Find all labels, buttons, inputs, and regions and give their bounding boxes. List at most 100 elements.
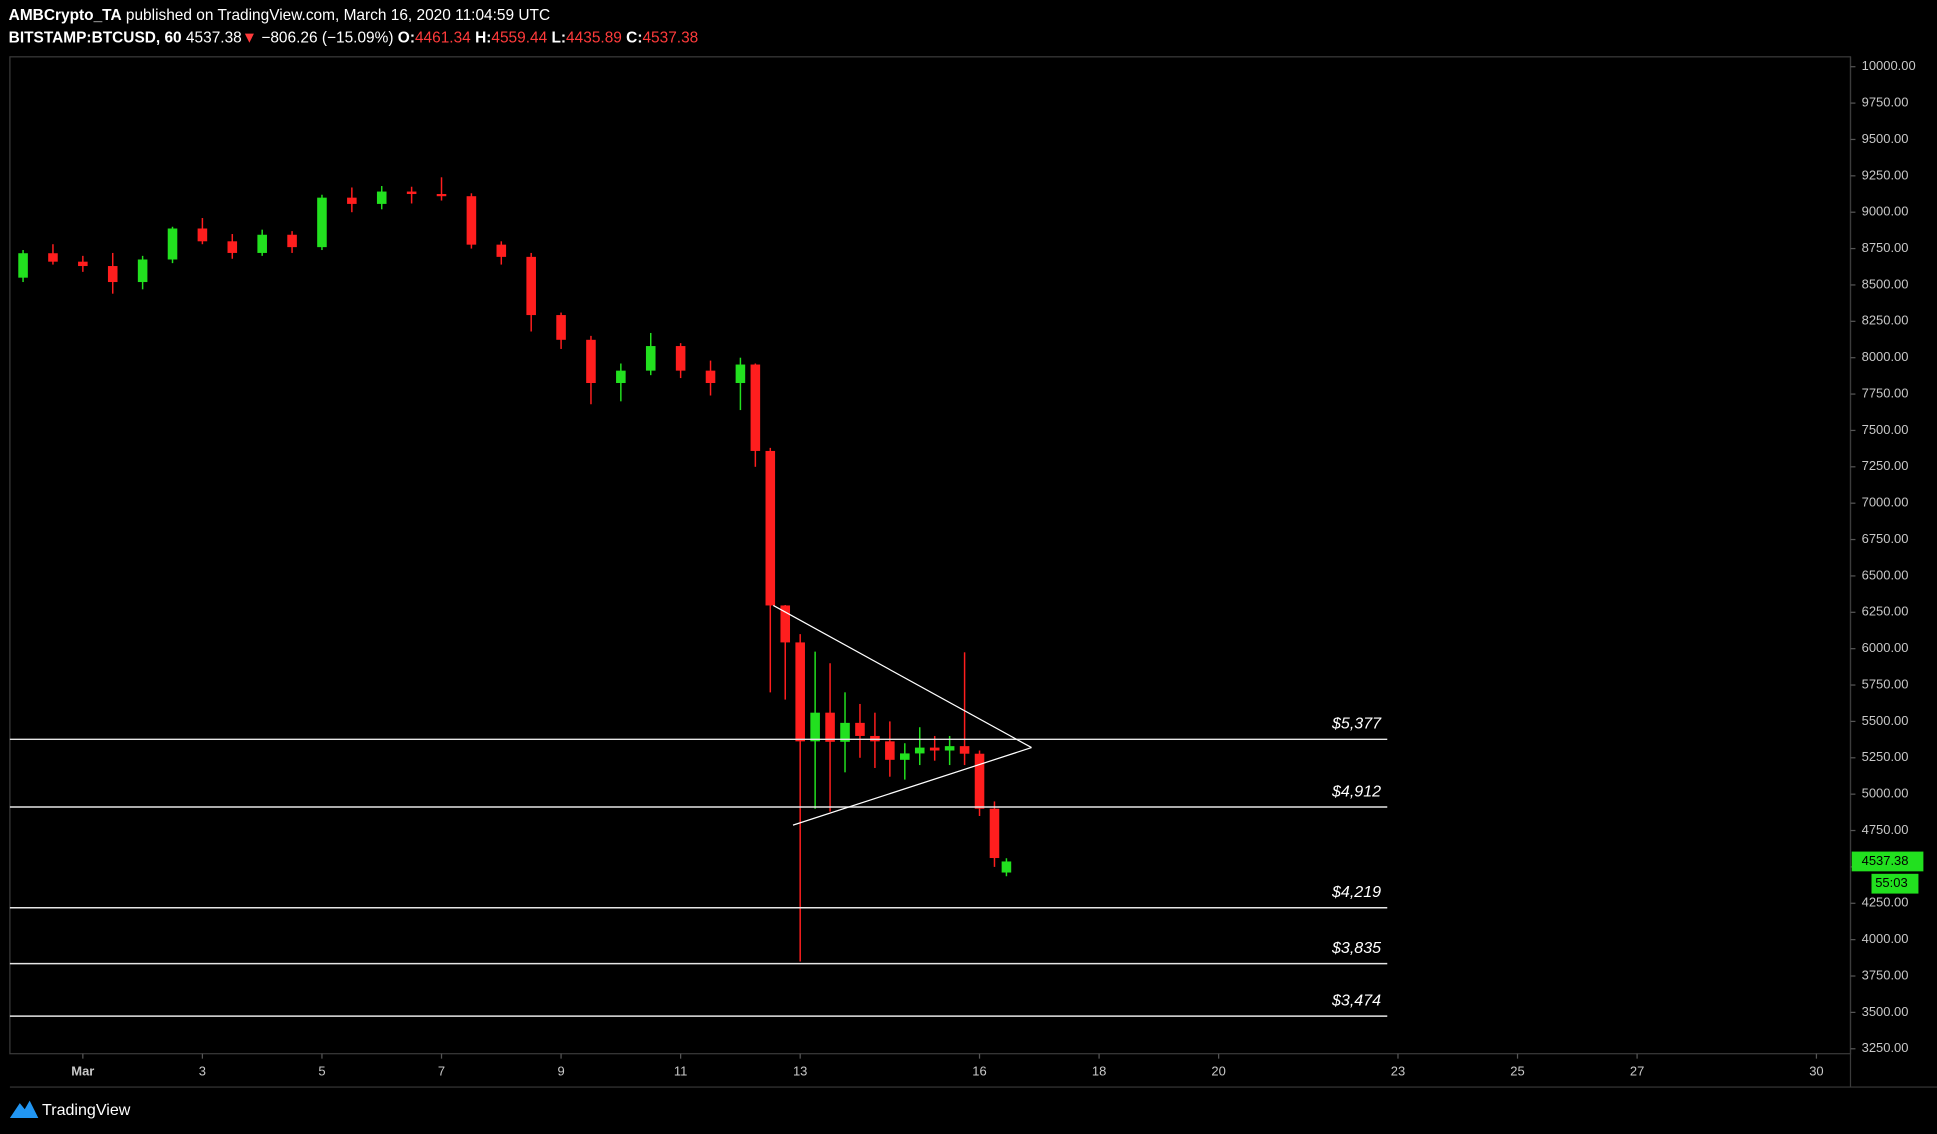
y-tick-label: 6000.00	[1862, 640, 1909, 655]
x-tick-label: 25	[1510, 1064, 1524, 1079]
candle-body	[586, 339, 596, 384]
price-tag	[1851, 851, 1924, 872]
candle-body	[257, 234, 267, 253]
candle-body	[750, 364, 761, 451]
candle-body	[167, 228, 178, 260]
y-tick-label: 7250.00	[1862, 458, 1909, 473]
trendline	[792, 747, 1032, 826]
candle-body	[227, 241, 238, 253]
candle-body	[556, 315, 566, 340]
candle-body	[137, 259, 148, 283]
candle-body	[944, 746, 955, 751]
candle-body	[780, 605, 791, 643]
x-tick-label: 30	[1809, 1064, 1823, 1079]
y-tick-label: 9000.00	[1862, 204, 1909, 219]
high-label: H:	[475, 29, 491, 46]
x-tick-label: 20	[1211, 1064, 1225, 1079]
close-label: C:	[626, 29, 642, 46]
y-tick-label: 7000.00	[1862, 495, 1909, 510]
candle-body	[900, 753, 910, 760]
y-tick-label: 6500.00	[1862, 567, 1909, 582]
candle-body	[496, 244, 507, 257]
open: 4461.34	[415, 29, 471, 46]
candle-body	[616, 370, 626, 384]
y-tick-label: 10000.00	[1862, 58, 1916, 73]
open-label: O:	[398, 29, 415, 46]
level-label: $4,219	[1331, 883, 1381, 901]
x-tick-label: 13	[793, 1064, 807, 1079]
y-tick-label: 7500.00	[1862, 422, 1909, 437]
candles	[18, 177, 1012, 962]
y-tick-label: 6750.00	[1862, 531, 1909, 546]
candle-body	[526, 256, 536, 316]
y-tick-label: 8250.00	[1862, 313, 1909, 328]
change-arrow: ▼	[242, 29, 257, 46]
low-label: L:	[551, 29, 566, 46]
candle-body	[197, 228, 208, 242]
low: 4435.89	[566, 29, 622, 46]
x-tick-label: 27	[1630, 1064, 1644, 1079]
candle-body	[376, 191, 387, 204]
y-tick-label: 3250.00	[1862, 1040, 1909, 1055]
y-tick-label: 9750.00	[1862, 95, 1909, 110]
candle-body	[107, 266, 118, 283]
candle-body	[914, 747, 925, 754]
symbol-line: BITSTAMP:BTCUSD, 60 4537.38▼ −806.26 (−1…	[9, 29, 699, 46]
level-label: $4,912	[1331, 782, 1381, 800]
y-tick-label: 3750.00	[1862, 967, 1909, 982]
high: 4559.44	[491, 29, 547, 46]
y-tick-label: 5250.00	[1862, 749, 1909, 764]
level-label: $3,835	[1331, 939, 1381, 957]
candle-body	[989, 808, 1000, 859]
symbol: BITSTAMP:BTCUSD, 60	[9, 29, 182, 46]
candle-body	[436, 194, 447, 197]
y-tick-label: 8000.00	[1862, 349, 1909, 364]
y-tick-label: 4750.00	[1862, 822, 1909, 837]
y-tick-label: 6250.00	[1862, 604, 1909, 619]
candle-body	[675, 346, 686, 371]
candle-body	[855, 722, 865, 736]
candle-body	[466, 196, 477, 245]
candle-body	[317, 197, 327, 248]
candle-body	[78, 261, 88, 267]
y-tick-label: 5750.00	[1862, 676, 1909, 691]
candle-body	[765, 450, 776, 606]
publish-line: AMBCrypto_TA published on TradingView.co…	[9, 7, 550, 24]
logo-shape	[9, 1100, 39, 1118]
x-tick-label: 16	[972, 1064, 986, 1079]
y-tick-label: 5000.00	[1862, 786, 1909, 801]
candle-body	[705, 370, 716, 384]
y-tick-label: 7750.00	[1862, 385, 1909, 400]
candle-body	[885, 741, 895, 760]
y-tick-label: 4250.00	[1862, 895, 1909, 910]
x-tick-label: 23	[1391, 1064, 1405, 1079]
level-label: $5,377	[1331, 715, 1382, 733]
x-tick-label: 3	[199, 1064, 206, 1079]
price-tag-label: 4537.38	[1862, 853, 1909, 868]
y-tick-label: 5500.00	[1862, 713, 1909, 728]
timer-tag	[1871, 873, 1919, 894]
trendline	[772, 604, 1032, 749]
candle-body	[287, 234, 297, 248]
x-tick-label: Mar	[71, 1064, 94, 1079]
candle-body	[645, 346, 656, 371]
level-label: $3,474	[1331, 992, 1381, 1010]
candle-body	[1001, 861, 1012, 873]
candle-body	[840, 722, 850, 742]
y-tick-label: 8500.00	[1862, 276, 1909, 291]
candle-body	[959, 746, 970, 754]
x-tick-label: 11	[674, 1064, 687, 1079]
x-tick-label: 9	[557, 1064, 564, 1079]
y-tick-label: 9500.00	[1862, 131, 1909, 146]
x-tick-label: 5	[318, 1064, 325, 1079]
close: 4537.38	[642, 29, 698, 46]
candle-body	[825, 712, 835, 742]
candle-body	[735, 364, 746, 384]
candle-body	[18, 253, 28, 278]
published: published on TradingView.com, March 16, …	[122, 7, 551, 24]
y-tick-label: 9250.00	[1862, 167, 1909, 182]
candle-body	[347, 197, 357, 204]
